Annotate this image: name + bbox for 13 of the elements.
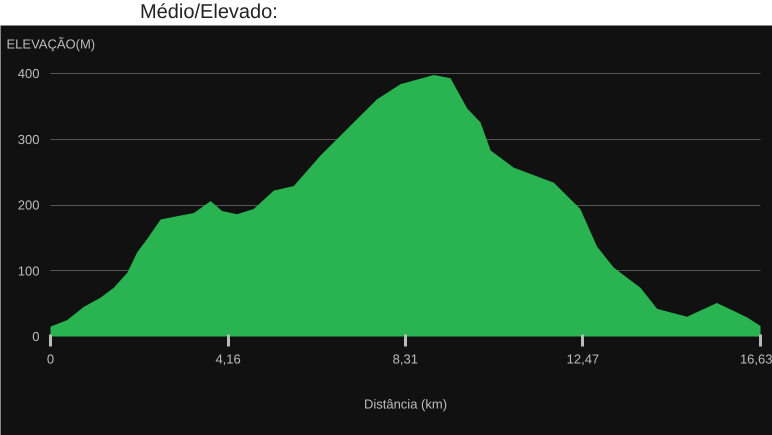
x-axis-title: Distância (km) (364, 396, 448, 412)
y-tick-label: 400 (18, 66, 40, 82)
x-tick-label: 8,31 (392, 352, 418, 366)
y-tick-label: 200 (18, 198, 40, 213)
x-tick-label: 12,47 (566, 352, 600, 366)
text: Médio/Elevado: (140, 0, 278, 25)
x-tick-label: 4,16 (215, 352, 241, 366)
x-tick-label: 16,63 (740, 352, 772, 366)
y-tick-label: 100 (18, 263, 40, 278)
y-axis-title: ELEVAÇÃO(M) (6, 36, 96, 52)
x-tick-label: 0 (46, 352, 54, 366)
y-tick-label: 0 (32, 329, 40, 344)
y-tick-label: 300 (18, 132, 40, 147)
